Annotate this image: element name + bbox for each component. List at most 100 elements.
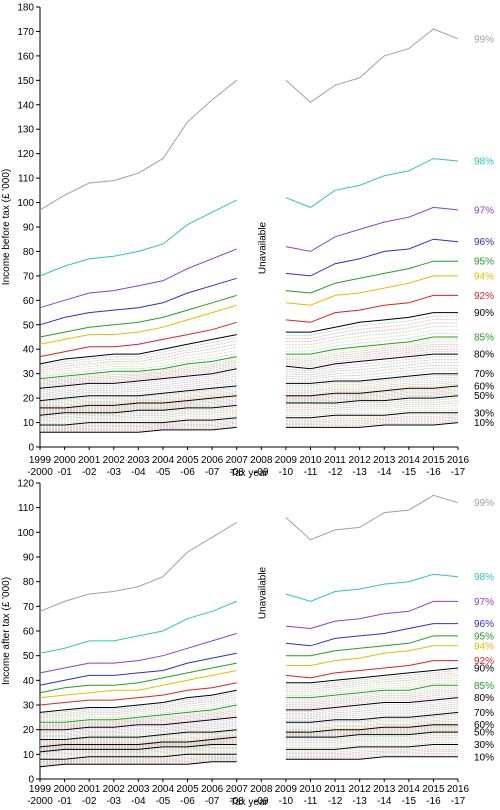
- series-line-85pct: [285, 684, 458, 699]
- interpolated-percentile-line: [39, 366, 237, 388]
- x-tick-label-suffix: -03: [107, 467, 122, 478]
- interpolated-percentile-line: [285, 729, 458, 737]
- series-line-92pct: [285, 660, 458, 679]
- series-line-85pct: [40, 704, 237, 723]
- x-tick-label-year: 2005: [176, 784, 199, 795]
- interpolated-percentile-line: [285, 701, 459, 714]
- y-tick-label: 0: [28, 775, 34, 786]
- series-line-70pct: [285, 373, 458, 384]
- x-tick-label-suffix: -09: [254, 796, 269, 807]
- series-line-10pct: [39, 761, 237, 768]
- y-tick-label: 110: [18, 503, 34, 514]
- series-label-95pct: 95%: [474, 257, 494, 268]
- series-line-98pct: [39, 600, 237, 654]
- interpolated-percentile-line: [285, 391, 459, 401]
- x-tick-label-suffix: -09: [254, 467, 269, 478]
- interpolated-percentile-line: [39, 361, 237, 384]
- interpolated-percentile-line: [39, 410, 237, 420]
- x-tick-label-suffix: -08: [229, 467, 244, 478]
- series-label-90pct: 90%: [474, 308, 494, 319]
- series-line-80pct: [40, 716, 237, 731]
- series-label-30pct: 30%: [474, 740, 494, 751]
- interpolated-percentile-line: [39, 752, 237, 759]
- interpolated-percentile-line: [39, 386, 237, 402]
- y-tick-label: 160: [17, 51, 34, 62]
- y-tick-label: 130: [17, 125, 34, 136]
- interpolated-percentile-line: [285, 675, 459, 690]
- series-label-30pct: 30%: [474, 408, 494, 419]
- interpolated-percentile-line: [285, 695, 459, 709]
- series-line-99pct: [285, 28, 459, 103]
- interpolated-percentile-line: [39, 399, 237, 412]
- interpolated-percentile-line: [39, 413, 237, 423]
- interpolated-percentile-line: [39, 749, 237, 757]
- series-label-95pct: 95%: [474, 631, 494, 642]
- x-tick-label-year: 2003: [127, 784, 150, 795]
- series-label-85pct: 85%: [474, 681, 494, 692]
- interpolated-percentile-line: [285, 376, 459, 388]
- y-tick-label: 120: [17, 149, 34, 160]
- x-tick-label-year: 2009: [275, 784, 298, 795]
- y-tick-label: 100: [17, 528, 34, 539]
- interpolated-percentile-line: [285, 705, 459, 718]
- x-tick-label-suffix: -04: [131, 796, 146, 807]
- x-tick-label-year: 2001: [78, 455, 101, 466]
- interpolated-percentile-line: [39, 340, 237, 369]
- interpolated-percentile-line: [40, 422, 237, 430]
- x-tick-label-year: 2008: [250, 784, 273, 795]
- x-tick-label-year: 2009: [275, 455, 298, 466]
- interpolated-percentile-line: [285, 726, 458, 734]
- x-tick-label-year: 1999: [29, 455, 52, 466]
- y-tick-label: 0: [28, 443, 34, 454]
- interpolated-percentile-line: [39, 738, 237, 749]
- x-tick-label-year: 2006: [201, 455, 224, 466]
- interpolated-percentile-line: [285, 682, 459, 696]
- interpolated-percentile-line: [285, 693, 459, 707]
- interpolated-percentile-line: [285, 356, 458, 372]
- x-tick-label-year: 2003: [127, 455, 150, 466]
- series-line-70pct: [40, 729, 237, 740]
- interpolated-percentile-line: [285, 329, 458, 349]
- series-label-92pct: 92%: [474, 656, 494, 667]
- series-line-50pct: [285, 731, 458, 738]
- interpolated-percentile-line: [285, 409, 459, 416]
- series-line-97pct: [285, 600, 458, 630]
- series-line-60pct: [39, 736, 237, 748]
- x-tick-label-year: 2002: [103, 455, 126, 466]
- interpolated-percentile-line: [285, 333, 458, 352]
- series-line-50pct: [285, 395, 459, 404]
- y-tick-label: 60: [23, 296, 35, 307]
- interpolated-percentile-line: [39, 343, 237, 371]
- y-tick-label: 50: [23, 651, 35, 662]
- series-line-30pct: [40, 753, 237, 760]
- series-line-90pct: [285, 667, 459, 684]
- series-line-10pct: [40, 426, 237, 433]
- x-tick-label-suffix: -08: [229, 796, 244, 807]
- interpolated-percentile-line: [39, 760, 237, 766]
- interpolated-percentile-line: [39, 359, 237, 382]
- series-label-70pct: 70%: [474, 369, 494, 380]
- x-tick-label-suffix: -15: [402, 467, 417, 478]
- interpolated-percentile-line: [285, 416, 459, 423]
- interpolated-percentile-line: [285, 370, 458, 382]
- x-tick-label-year: 2000: [53, 784, 76, 795]
- x-tick-label-year: 2011: [324, 455, 346, 466]
- interpolated-percentile-line: [285, 715, 459, 726]
- interpolated-percentile-line: [285, 725, 458, 734]
- series-line-80pct: [39, 368, 237, 389]
- interpolated-percentile-line: [39, 392, 237, 407]
- series-label-70pct: 70%: [474, 708, 494, 719]
- x-tick-label-suffix: -02: [82, 796, 97, 807]
- y-tick-label: 60: [23, 627, 35, 638]
- series-line-94pct: [285, 645, 458, 666]
- after-tax-chart: 01020304050607080901001101201999-2000200…: [1, 479, 494, 809]
- x-tick-label-year: 2006: [201, 784, 224, 795]
- interpolated-percentile-line: [285, 343, 458, 361]
- interpolated-percentile-line: [39, 732, 237, 744]
- interpolated-percentile-line: [285, 367, 458, 380]
- x-tick-label-year: 2007: [226, 455, 249, 466]
- y-tick-label: 70: [23, 602, 35, 613]
- x-tick-label-suffix: -14: [377, 467, 392, 478]
- y-tick-label: 150: [17, 76, 34, 87]
- x-tick-label-suffix: -01: [57, 796, 72, 807]
